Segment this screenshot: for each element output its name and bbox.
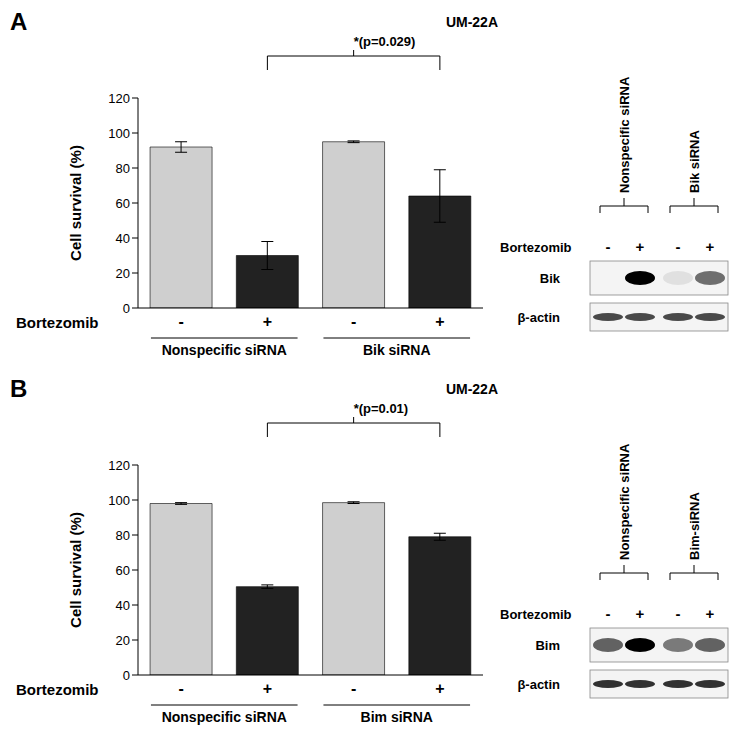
svg-text:+: +: [435, 680, 444, 697]
svg-text:20: 20: [116, 633, 130, 648]
svg-text:80: 80: [116, 161, 130, 176]
svg-text:+: +: [636, 238, 645, 255]
svg-text:+: +: [706, 238, 715, 255]
svg-text:-: -: [606, 238, 611, 255]
svg-text:100: 100: [108, 126, 130, 141]
svg-text:+: +: [706, 605, 715, 622]
svg-text:40: 40: [116, 598, 130, 613]
svg-text:120: 120: [108, 458, 130, 473]
svg-text:Bortezomib: Bortezomib: [500, 240, 572, 255]
svg-text:Cell survival (%): Cell survival (%): [67, 512, 84, 628]
svg-text:Nonspecific siRNA: Nonspecific siRNA: [162, 709, 287, 725]
svg-text:+: +: [636, 605, 645, 622]
svg-text:-: -: [178, 313, 183, 330]
svg-text:Bortezomib: Bortezomib: [16, 681, 99, 698]
svg-text:Bim siRNA: Bim siRNA: [361, 709, 433, 725]
svg-text:-: -: [351, 680, 356, 697]
svg-text:Bim-siRNA: Bim-siRNA: [687, 491, 702, 560]
svg-text:120: 120: [108, 91, 130, 106]
svg-text:Bortezomib: Bortezomib: [16, 314, 99, 331]
svg-text:+: +: [263, 313, 272, 330]
svg-text:+: +: [263, 680, 272, 697]
svg-text:20: 20: [116, 266, 130, 281]
html-text:A: A: [10, 8, 28, 35]
svg-text:0: 0: [123, 668, 130, 683]
svg-text:-: -: [351, 313, 356, 330]
svg-text:60: 60: [116, 563, 130, 578]
svg-text:Bik siRNA: Bik siRNA: [687, 130, 702, 193]
svg-text:Bik siRNA: Bik siRNA: [363, 342, 431, 358]
svg-text:*(p=0.01): *(p=0.01): [354, 401, 409, 416]
svg-text:β-actin: β-actin: [517, 677, 560, 692]
html-text:B: B: [10, 375, 28, 402]
svg-text:-: -: [178, 680, 183, 697]
svg-text:Bik: Bik: [540, 271, 561, 286]
svg-text:-: -: [676, 238, 681, 255]
svg-text:100: 100: [108, 493, 130, 508]
svg-text:β-actin: β-actin: [517, 310, 560, 325]
svg-text:Bortezomib: Bortezomib: [500, 607, 572, 622]
svg-text:-: -: [676, 605, 681, 622]
svg-text:Nonspecific siRNA: Nonspecific siRNA: [162, 342, 287, 358]
svg-text:Nonspecific siRNA: Nonspecific siRNA: [617, 76, 632, 193]
svg-text:60: 60: [116, 196, 130, 211]
svg-text:-: -: [606, 605, 611, 622]
svg-text:0: 0: [123, 301, 130, 316]
svg-text:80: 80: [116, 528, 130, 543]
html-text:UM-22A: UM-22A: [445, 14, 498, 30]
svg-text:Bim: Bim: [535, 638, 560, 653]
svg-text:40: 40: [116, 231, 130, 246]
svg-text:Cell survival (%): Cell survival (%): [67, 145, 84, 261]
svg-text:*(p=0.029): *(p=0.029): [354, 34, 416, 49]
svg-text:Nonspecific siRNA: Nonspecific siRNA: [617, 443, 632, 560]
svg-text:+: +: [435, 313, 444, 330]
html-text:UM-22A: UM-22A: [445, 381, 498, 397]
